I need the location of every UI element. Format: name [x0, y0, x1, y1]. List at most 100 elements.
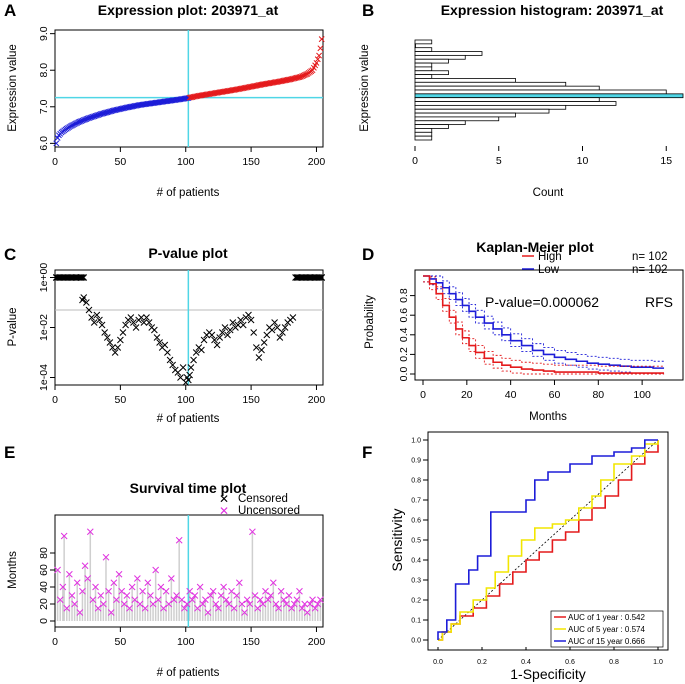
x-tick-label: 0 — [52, 394, 58, 406]
pvalue-point — [122, 321, 129, 329]
survival-point-uncensored-stroke — [235, 579, 243, 587]
chart-f-frame — [427, 431, 669, 651]
survival-point-uncensored-stroke — [157, 583, 165, 591]
chart-c-points — [52, 270, 326, 386]
survival-point-uncensored-stroke — [188, 596, 196, 604]
survival-point-uncensored-stroke — [186, 587, 194, 595]
survival-point-uncensored — [272, 600, 280, 608]
pvalue-point — [229, 319, 237, 326]
chart-f-x-axis: 0.0 0.2 0.4 0.6 0.8 1.0 — [433, 647, 663, 666]
pvalue-point-stroke — [229, 319, 237, 326]
km-curve-low — [423, 275, 665, 369]
pvalue-point — [245, 311, 252, 319]
survival-point-uncensored-stroke — [225, 600, 233, 608]
survival-point-uncensored-stroke — [267, 592, 275, 599]
pvalue-point-edge-stroke — [80, 274, 88, 281]
survival-point-uncensored-stroke — [54, 566, 61, 574]
pvalue-point — [119, 329, 127, 336]
pvalue-point — [226, 326, 234, 334]
pvalue-point-stroke — [250, 329, 258, 336]
data-point-high — [318, 36, 325, 43]
survival-point-uncensored-stroke — [241, 609, 248, 616]
survival-point-uncensored-stroke — [139, 587, 146, 595]
survival-point-uncensored — [314, 600, 322, 608]
y-tick-label: 1.0 — [411, 438, 421, 445]
pvalue-point-edge-stroke — [317, 274, 324, 281]
survival-point-uncensored — [311, 604, 319, 612]
legend-uncensored-label: Uncensored — [238, 505, 300, 517]
pvalue-point-stroke — [216, 334, 224, 341]
chart-d-legend: High n= 102 Low n= 102 — [522, 251, 668, 276]
survival-point-uncensored-stroke — [102, 553, 110, 561]
survival-point-uncensored — [115, 570, 123, 578]
y-tick-label: 0 — [38, 618, 50, 624]
pvalue-point-stroke — [234, 321, 242, 329]
pvalue-point-stroke — [140, 319, 148, 326]
chart-e-x-axis: 0 50 100 150 200 — [52, 627, 325, 648]
survival-point-uncensored — [157, 583, 165, 591]
survival-point-uncensored-stroke — [191, 592, 199, 599]
pvalue-point-stroke — [90, 319, 98, 326]
pvalue-point — [179, 364, 187, 371]
pvalue-point — [164, 349, 171, 356]
legend-1yr-label: AUC of 1 year : 0.542 — [568, 613, 645, 622]
survival-point-uncensored — [249, 528, 256, 536]
pvalue-point — [252, 344, 260, 351]
survival-point-uncensored-stroke — [170, 596, 178, 604]
pvalue-point — [255, 354, 263, 361]
y-tick-label: 40 — [38, 581, 50, 593]
y-tick-label: 20 — [38, 598, 50, 610]
data-point-high-stroke — [317, 45, 324, 52]
survival-point-uncensored — [178, 596, 186, 604]
pvalue-point — [271, 319, 278, 326]
survival-point-uncensored-stroke — [94, 604, 102, 612]
survival-point-uncensored-stroke — [220, 583, 227, 591]
pvalue-point-stroke — [164, 349, 171, 356]
pvalue-point — [187, 364, 195, 371]
hist-bar — [414, 131, 433, 137]
pvalue-point — [224, 331, 231, 339]
hist-bar — [414, 43, 416, 49]
survival-point-uncensored-stroke — [126, 604, 133, 612]
survival-point-uncensored-stroke — [217, 592, 225, 599]
pvalue-point-stroke — [174, 369, 182, 376]
pvalue-point — [250, 329, 258, 336]
survival-point-uncensored-stroke — [303, 609, 311, 616]
hist-bar — [414, 58, 449, 64]
panel-e-survival-time: Survival time plot 0 50 100 150 200 0 20 40 60 8… — [7, 480, 325, 679]
survival-point-uncensored — [60, 532, 68, 540]
survival-point-uncensored — [165, 600, 173, 608]
chart-e-xlabel: # of patients — [157, 667, 220, 679]
survival-point-uncensored-stroke — [280, 596, 288, 604]
survival-point-uncensored — [290, 600, 298, 608]
pvalue-point — [117, 336, 124, 344]
y-tick-label: 0.8 — [411, 478, 421, 485]
x-tick-label: 40 — [505, 389, 517, 401]
x-tick-label: 100 — [177, 394, 195, 406]
y-tick-label: 0.4 — [411, 558, 421, 565]
survival-point-uncensored-stroke — [165, 600, 173, 608]
survival-point-uncensored — [94, 604, 102, 612]
pvalue-point-stroke — [122, 321, 129, 329]
panel-label-c: C — [4, 245, 16, 264]
pvalue-point — [218, 329, 226, 336]
chart-f-curves — [437, 439, 659, 641]
survival-point-uncensored — [222, 596, 230, 604]
chart-f-legend: AUC of 1 year : 0.542 AUC of 5 year : 0.… — [550, 610, 664, 648]
survival-point-uncensored-stroke — [89, 596, 97, 604]
data-point-low-stroke — [53, 140, 60, 147]
x-tick-label: 100 — [177, 156, 195, 168]
pvalue-point — [151, 326, 158, 334]
survival-point-uncensored — [235, 579, 243, 587]
pvalue-point-stroke — [192, 349, 200, 356]
survival-point-uncensored — [246, 600, 254, 608]
survival-point-uncensored-stroke — [207, 592, 214, 599]
x-tick-label: 20 — [461, 389, 473, 401]
chart-d-title: Kaplan-Meier plot — [476, 239, 594, 255]
chart-a-ylabel: Expression value — [7, 44, 19, 132]
pvalue-point-stroke — [186, 371, 194, 379]
pvalue-point — [247, 316, 255, 324]
pvalue-point-stroke — [226, 326, 234, 334]
survival-point-uncensored — [73, 579, 81, 587]
pvalue-point — [143, 314, 150, 321]
